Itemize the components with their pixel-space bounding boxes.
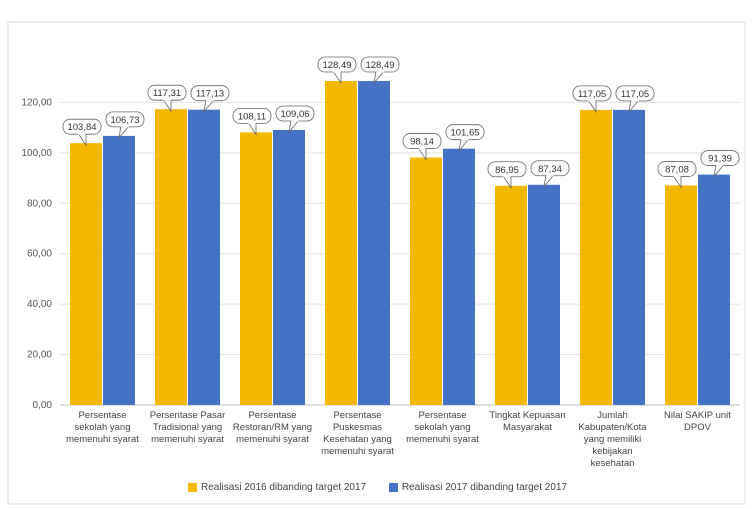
data-label: 106,73 xyxy=(110,115,139,126)
data-label: 87,34 xyxy=(538,164,562,175)
legend-item-2016[interactable]: Realisasi 2016 dibanding target 2017 xyxy=(187,482,367,493)
data-label-joint xyxy=(716,164,724,167)
data-label-joint xyxy=(206,99,214,102)
y-tick-label: 20,00 xyxy=(27,350,52,361)
bar xyxy=(495,185,527,405)
bar xyxy=(70,143,102,405)
bar xyxy=(410,157,442,405)
data-label-joint xyxy=(78,132,86,135)
data-label-callout: 106,73 xyxy=(105,111,145,140)
data-label-callout: 98,14 xyxy=(402,133,442,161)
data-label-joint xyxy=(418,147,426,150)
bar xyxy=(240,132,272,405)
data-label: 117,31 xyxy=(153,88,181,99)
data-label-callout: 108,11 xyxy=(232,108,272,136)
x-category-label: Nilai SAKIP unit DPOV xyxy=(664,410,731,433)
y-tick-label: 60,00 xyxy=(27,249,52,260)
bar xyxy=(273,130,305,405)
data-label: 103,84 xyxy=(67,122,96,133)
x-category-label: Persentase Puskesmas Kesehatan yang memenuh… xyxy=(321,410,394,457)
data-label-joint xyxy=(461,138,469,141)
bar xyxy=(665,185,697,405)
legend-swatch-2016 xyxy=(187,483,197,492)
data-label-joint xyxy=(376,70,384,73)
data-label: 117,13 xyxy=(196,89,224,100)
bar xyxy=(325,81,357,406)
x-category-label: Persentase sekolah yang memenuhi syarat xyxy=(66,410,139,445)
data-label-joint xyxy=(588,99,596,102)
data-label-callout: 91,39 xyxy=(700,150,740,178)
data-label-callout: 103,84 xyxy=(62,118,102,147)
data-label: 117,05 xyxy=(621,89,649,100)
y-tick-label: 120,00 xyxy=(21,97,52,108)
data-label-callout: 87,34 xyxy=(530,160,570,189)
data-label: 91,39 xyxy=(708,154,732,165)
bar xyxy=(613,109,645,405)
bars xyxy=(70,81,730,406)
x-category-label: Tingkat Kepuasan Masyarakat xyxy=(489,410,565,433)
data-label-callout: 117,31 xyxy=(147,84,187,113)
data-label-joint xyxy=(248,121,256,124)
legend-swatch-2017 xyxy=(388,483,398,492)
data-label-callout: 87,08 xyxy=(657,161,697,189)
data-label-joint xyxy=(546,174,554,177)
bar xyxy=(580,109,612,405)
data-label: 87,08 xyxy=(665,164,689,175)
bar xyxy=(443,148,475,406)
bar xyxy=(188,109,220,405)
x-category-label: Persentase sekolah yang memenuhi syarat xyxy=(406,410,479,445)
data-label: 117,05 xyxy=(578,89,606,100)
data-label-callout: 109,06 xyxy=(275,105,315,134)
data-label-joint xyxy=(333,70,341,73)
bar xyxy=(358,81,390,406)
y-tick-label: 100,00 xyxy=(21,148,52,159)
bar xyxy=(528,184,560,405)
data-label-joint xyxy=(163,98,171,101)
bar xyxy=(698,174,730,405)
legend: Realisasi 2016 dibanding target 2017 Rea… xyxy=(0,482,755,495)
data-labels: 103,84 106,73 117,31 117,13 108,11 109,06 128,… xyxy=(62,56,740,190)
x-category-label: Persentase Restoran/RM yang memenuhi syara… xyxy=(233,410,312,445)
legend-label-2017: Realisasi 2017 dibanding target 2017 xyxy=(401,482,568,493)
data-label-callout: 101,65 xyxy=(445,124,485,153)
data-label-callout: 117,05 xyxy=(572,85,612,114)
data-label-joint xyxy=(631,99,639,102)
data-label: 86,95 xyxy=(495,165,519,176)
data-label-callout: 117,13 xyxy=(190,85,230,114)
x-category-label: Jumlah Kabupaten/Kota yang memiliki kebijak… xyxy=(578,410,647,469)
legend-label-2016: Realisasi 2016 dibanding target 2017 xyxy=(200,482,367,493)
data-label: 108,11 xyxy=(238,111,266,122)
data-label-callout: 117,05 xyxy=(615,85,655,114)
data-label-callout: 128,49 xyxy=(317,56,357,85)
data-label-joint xyxy=(503,175,511,178)
data-label: 101,65 xyxy=(450,128,479,139)
y-tick-label: 40,00 xyxy=(27,299,52,310)
data-label: 98,14 xyxy=(410,137,434,148)
y-tick-label: 0,00 xyxy=(33,400,53,411)
x-axis-labels: Persentase sekolah yang memenuhi syarat Per… xyxy=(66,410,731,469)
y-tick-label: 80,00 xyxy=(27,198,52,209)
bar xyxy=(155,109,187,405)
data-label: 109,06 xyxy=(280,109,309,120)
data-label-joint xyxy=(121,125,129,128)
data-label-callout: 86,95 xyxy=(487,161,527,190)
data-label-joint xyxy=(291,119,299,122)
bar xyxy=(103,135,135,405)
x-category-label: Persentase Pasar Tradisional yang memenuhi… xyxy=(150,410,226,445)
data-label-joint xyxy=(673,174,681,177)
data-label-callout: 128,49 xyxy=(360,56,400,85)
plot-border xyxy=(7,21,746,505)
data-label: 128,49 xyxy=(365,60,394,71)
legend-item-2017[interactable]: Realisasi 2017 dibanding target 2017 xyxy=(388,482,568,493)
data-label: 128,49 xyxy=(322,60,351,71)
